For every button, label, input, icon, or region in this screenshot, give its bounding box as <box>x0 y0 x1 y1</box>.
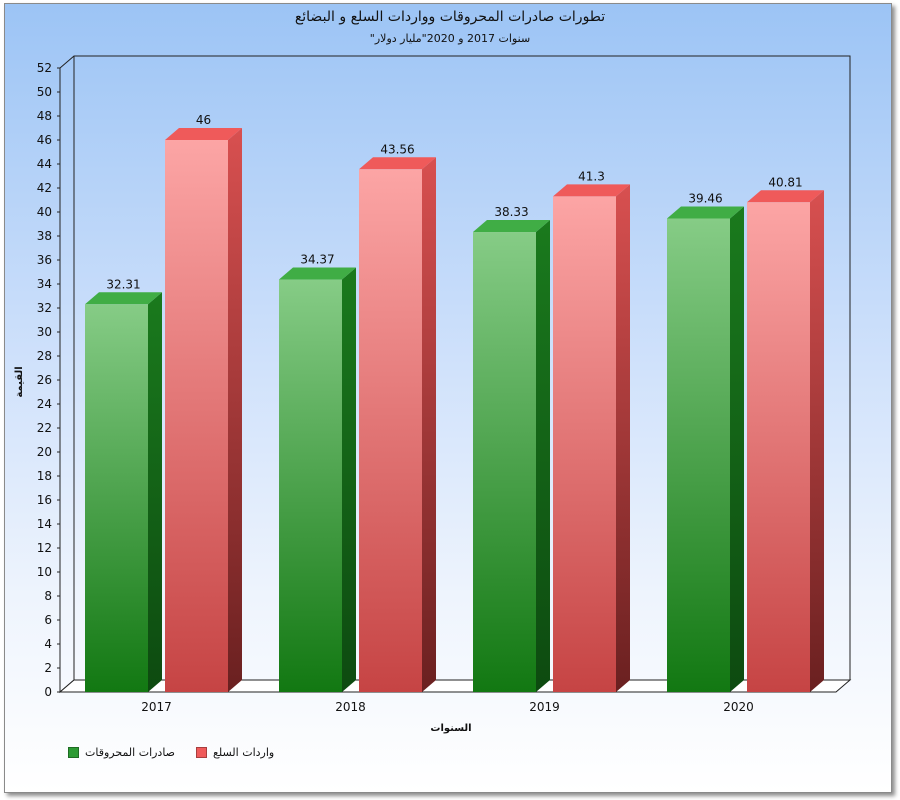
y-tick-label: 28 <box>37 349 52 363</box>
bar-imports-2019-side <box>616 184 630 692</box>
bar-imports-2017-top <box>165 128 242 140</box>
bar-imports-2019 <box>553 196 616 692</box>
y-tick-label: 12 <box>37 541 52 555</box>
y-tick-label: 20 <box>37 445 52 459</box>
y-tick-label: 48 <box>37 109 52 123</box>
legend-label-imports: واردات السلع <box>213 746 275 759</box>
y-tick-label: 10 <box>37 565 52 579</box>
value-label-exports-2017: 32.31 <box>106 277 140 291</box>
y-tick-label: 6 <box>44 613 52 627</box>
bar-imports-2020-side <box>810 190 824 692</box>
x-axis-label: السنوات <box>430 723 471 734</box>
y-tick-label: 8 <box>44 589 52 603</box>
bar-imports-2017-side <box>228 128 242 692</box>
bar-imports-2018 <box>359 169 422 692</box>
y-tick-label: 26 <box>37 373 52 387</box>
y-tick-label: 2 <box>44 661 52 675</box>
y-tick-label: 42 <box>37 181 52 195</box>
y-tick-label: 16 <box>37 493 52 507</box>
bar-exports-2020 <box>667 218 730 693</box>
legend-swatch-imports <box>196 747 207 758</box>
x-tick-label-2020: 2020 <box>723 700 754 714</box>
y-tick-label: 32 <box>37 301 52 315</box>
value-label-imports-2018: 43.56 <box>380 142 414 156</box>
y-tick-label: 40 <box>37 205 52 219</box>
y-tick-label: 46 <box>37 133 52 147</box>
value-label-exports-2018: 34.37 <box>300 253 334 267</box>
y-tick-label: 44 <box>37 157 52 171</box>
y-tick-label: 36 <box>37 253 52 267</box>
bar-exports-2018-side <box>342 267 356 692</box>
y-tick-label: 52 <box>37 61 52 75</box>
bar-exports-2020-side <box>730 206 744 693</box>
bar-exports-2019-side <box>536 220 550 693</box>
legend-item-exports: صادرات المحروقات <box>68 746 175 759</box>
bar-imports-2018-top <box>359 157 436 170</box>
bar-exports-2019 <box>473 232 536 693</box>
y-tick-label: 30 <box>37 325 52 339</box>
x-tick-label-2019: 2019 <box>529 700 560 714</box>
y-tick-label: 24 <box>37 397 52 411</box>
legend-item-imports: واردات السلع <box>196 746 274 759</box>
value-label-exports-2020: 39.46 <box>688 191 722 205</box>
x-tick-label-2017: 2017 <box>141 700 172 714</box>
y-tick-label: 22 <box>37 421 52 435</box>
bar-imports-2020-top <box>747 190 824 203</box>
value-label-imports-2020: 40.81 <box>768 175 802 189</box>
y-axis-label: القيمة <box>14 366 25 397</box>
bar-exports-2020-top <box>667 206 744 219</box>
y-tick-label: 14 <box>37 517 52 531</box>
y-tick-label: 50 <box>37 85 52 99</box>
bar-exports-2019-top <box>473 220 550 233</box>
y-tick-label: 4 <box>44 637 52 651</box>
bar-exports-2017 <box>85 304 148 692</box>
bar-exports-2017-top <box>85 292 162 305</box>
bar-imports-2019-top <box>553 184 630 197</box>
bar-imports-2018-side <box>422 157 436 692</box>
bar-exports-2018 <box>279 279 342 692</box>
bar-exports-2018-top <box>279 267 356 280</box>
legend-swatch-exports <box>68 747 79 758</box>
bar-imports-2017 <box>165 140 228 692</box>
chart-title: تطورات صادرات المحروقات وواردات السلع و … <box>294 9 606 25</box>
y-tick-label: 18 <box>37 469 52 483</box>
legend-label-exports: صادرات المحروقات <box>85 746 176 759</box>
bar-exports-2017-side <box>148 292 162 692</box>
x-tick-label-2018: 2018 <box>335 700 366 714</box>
bar-imports-2020 <box>747 202 810 692</box>
y-tick-label: 34 <box>37 277 52 291</box>
value-label-imports-2017: 46 <box>196 113 211 127</box>
y-tick-label: 0 <box>44 685 52 699</box>
y-tick-label: 38 <box>37 229 52 243</box>
value-label-imports-2019: 41.3 <box>578 169 605 183</box>
chart-subtitle: "سنوات 2017 و 2020"مليار دولار <box>369 32 531 45</box>
value-label-exports-2019: 38.33 <box>494 205 528 219</box>
